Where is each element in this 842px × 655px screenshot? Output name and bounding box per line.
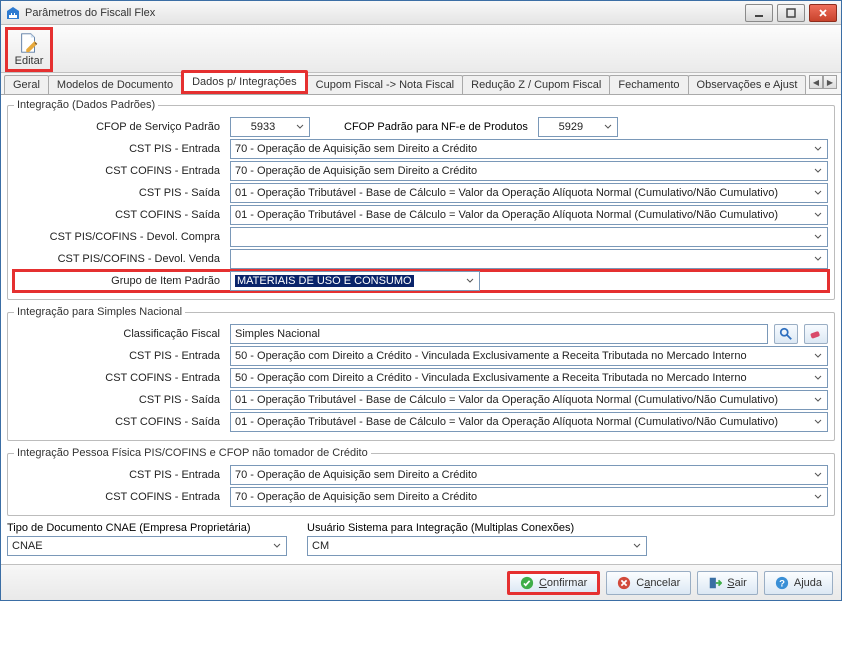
cancel-icon: [617, 576, 631, 590]
group-simples: Integração para Simples Nacional Classif…: [7, 306, 835, 441]
cst-pis-entrada-select[interactable]: 70 - Operação de Aquisição sem Direito a…: [230, 139, 828, 159]
cst-cofins-entrada-label: CST COFINS - Entrada: [14, 165, 226, 177]
exit-button[interactable]: Sair: [697, 571, 758, 595]
chevron-down-icon: [810, 207, 826, 223]
cst-cofins-saida-label: CST COFINS - Saída: [14, 209, 226, 221]
bottom-row: Tipo de Documento CNAE (Empresa Propriet…: [7, 522, 835, 556]
confirm-button[interactable]: Confirmar: [507, 571, 600, 595]
titlebar: Parâmetros do Fiscall Flex: [1, 1, 841, 25]
tipo-doc-label: Tipo de Documento CNAE (Empresa Propriet…: [7, 522, 287, 534]
chevron-down-icon: [810, 414, 826, 430]
cst-cofins-entrada-select[interactable]: 70 - Operação de Aquisição sem Direito a…: [230, 161, 828, 181]
minimize-button[interactable]: [745, 4, 773, 22]
cst-pis-saida-select[interactable]: 01 - Operação Tributável - Base de Cálcu…: [230, 183, 828, 203]
help-icon: ?: [775, 576, 789, 590]
toolbar: Editar: [1, 25, 841, 73]
tab-reducao-z[interactable]: Redução Z / Cupom Fiscal: [462, 75, 610, 94]
group-simples-legend: Integração para Simples Nacional: [14, 306, 185, 318]
tab-observacoes[interactable]: Observações e Ajust: [688, 75, 807, 94]
chevron-down-icon: [810, 489, 826, 505]
usuario-label: Usuário Sistema para Integração (Multipl…: [307, 522, 647, 534]
class-fiscal-label: Classificação Fiscal: [14, 328, 226, 340]
sn-cst-pis-saida-label: CST PIS - Saída: [14, 394, 226, 406]
check-icon: [520, 576, 534, 590]
window: Parâmetros do Fiscall Flex Editar Geral …: [0, 0, 842, 601]
cfop-nfe-label: CFOP Padrão para NF-e de Produtos: [344, 121, 534, 133]
cfop-nfe-select[interactable]: 5929: [538, 117, 618, 137]
sn-cst-pis-saida-select[interactable]: 01 - Operação Tributável - Base de Cálcu…: [230, 390, 828, 410]
footer: Confirmar Cancelar Sair ? Ajuda: [1, 564, 841, 600]
group-padroes: Integração (Dados Padrões) CFOP de Servi…: [7, 99, 835, 300]
devol-venda-select[interactable]: [230, 249, 828, 269]
chevron-down-icon: [810, 370, 826, 386]
grupo-item-row: Grupo de Item Padrão MATERIAIS DE USO E …: [14, 271, 828, 291]
group-padroes-legend: Integração (Dados Padrões): [14, 99, 158, 111]
grupo-item-select[interactable]: MATERIAIS DE USO E CONSUMO: [230, 271, 480, 291]
chevron-down-icon: [629, 538, 645, 554]
sn-cst-cofins-entrada-label: CST COFINS - Entrada: [14, 372, 226, 384]
chevron-down-icon: [810, 251, 826, 267]
clear-button[interactable]: [804, 324, 828, 344]
class-fiscal-input[interactable]: Simples Nacional: [230, 324, 768, 344]
chevron-down-icon: [810, 163, 826, 179]
app-icon: [5, 5, 21, 21]
tab-scroll-right[interactable]: ▶: [823, 75, 837, 89]
cancel-button[interactable]: Cancelar: [606, 571, 691, 595]
svg-text:?: ?: [779, 578, 785, 589]
chevron-down-icon: [810, 185, 826, 201]
edit-button[interactable]: Editar: [5, 27, 53, 72]
group-pf: Integração Pessoa Física PIS/COFINS e CF…: [7, 447, 835, 516]
close-button[interactable]: [809, 4, 837, 22]
cfop-servico-select[interactable]: 5933: [230, 117, 310, 137]
cst-cofins-saida-select[interactable]: 01 - Operação Tributável - Base de Cálcu…: [230, 205, 828, 225]
edit-label: Editar: [15, 55, 44, 67]
chevron-down-icon: [810, 392, 826, 408]
search-icon: [779, 327, 793, 341]
chevron-down-icon: [810, 467, 826, 483]
tab-fechamento[interactable]: Fechamento: [609, 75, 688, 94]
cst-pis-saida-label: CST PIS - Saída: [14, 187, 226, 199]
tab-cupom-nota[interactable]: Cupom Fiscal -> Nota Fiscal: [307, 75, 463, 94]
chevron-down-icon: [462, 273, 478, 289]
maximize-button[interactable]: [777, 4, 805, 22]
sn-cst-pis-entrada-label: CST PIS - Entrada: [14, 350, 226, 362]
chevron-down-icon: [292, 119, 308, 135]
cfop-servico-label: CFOP de Serviço Padrão: [14, 121, 226, 133]
window-buttons: [745, 4, 837, 22]
pf-cst-cofins-entrada-label: CST COFINS - Entrada: [14, 491, 226, 503]
edit-icon: [18, 32, 40, 54]
sn-cst-pis-entrada-select[interactable]: 50 - Operação com Direito a Crédito - Vi…: [230, 346, 828, 366]
pf-cst-pis-entrada-label: CST PIS - Entrada: [14, 469, 226, 481]
cst-pis-entrada-label: CST PIS - Entrada: [14, 143, 226, 155]
chevron-down-icon: [810, 348, 826, 364]
grupo-item-label: Grupo de Item Padrão: [14, 275, 226, 287]
sn-cst-cofins-entrada-select[interactable]: 50 - Operação com Direito a Crédito - Vi…: [230, 368, 828, 388]
group-pf-legend: Integração Pessoa Física PIS/COFINS e CF…: [14, 447, 371, 459]
pf-cst-pis-entrada-select[interactable]: 70 - Operação de Aquisição sem Direito a…: [230, 465, 828, 485]
devol-compra-label: CST PIS/COFINS - Devol. Compra: [14, 231, 226, 243]
sn-cst-cofins-saida-label: CST COFINS - Saída: [14, 416, 226, 428]
pf-cst-cofins-entrada-select[interactable]: 70 - Operação de Aquisição sem Direito a…: [230, 487, 828, 507]
tab-scroll-left[interactable]: ◀: [809, 75, 823, 89]
window-title: Parâmetros do Fiscall Flex: [25, 7, 745, 19]
chevron-down-icon: [269, 538, 285, 554]
chevron-down-icon: [810, 141, 826, 157]
tab-content: Integração (Dados Padrões) CFOP de Servi…: [1, 95, 841, 564]
usuario-select[interactable]: CM: [307, 536, 647, 556]
sn-cst-cofins-saida-select[interactable]: 01 - Operação Tributável - Base de Cálcu…: [230, 412, 828, 432]
tab-modelos[interactable]: Modelos de Documento: [48, 75, 182, 94]
eraser-icon: [809, 327, 823, 341]
help-button[interactable]: ? Ajuda: [764, 571, 833, 595]
tab-dados-integracoes[interactable]: Dados p/ Integrações: [181, 70, 308, 94]
chevron-down-icon: [810, 229, 826, 245]
exit-icon: [708, 576, 722, 590]
devol-compra-select[interactable]: [230, 227, 828, 247]
tipo-doc-select[interactable]: CNAE: [7, 536, 287, 556]
chevron-down-icon: [600, 119, 616, 135]
tabstrip: Geral Modelos de Documento Dados p/ Inte…: [1, 73, 841, 95]
devol-venda-label: CST PIS/COFINS - Devol. Venda: [14, 253, 226, 265]
search-button[interactable]: [774, 324, 798, 344]
tab-geral[interactable]: Geral: [4, 75, 49, 94]
tab-scroll: ◀ ▶: [809, 75, 837, 89]
